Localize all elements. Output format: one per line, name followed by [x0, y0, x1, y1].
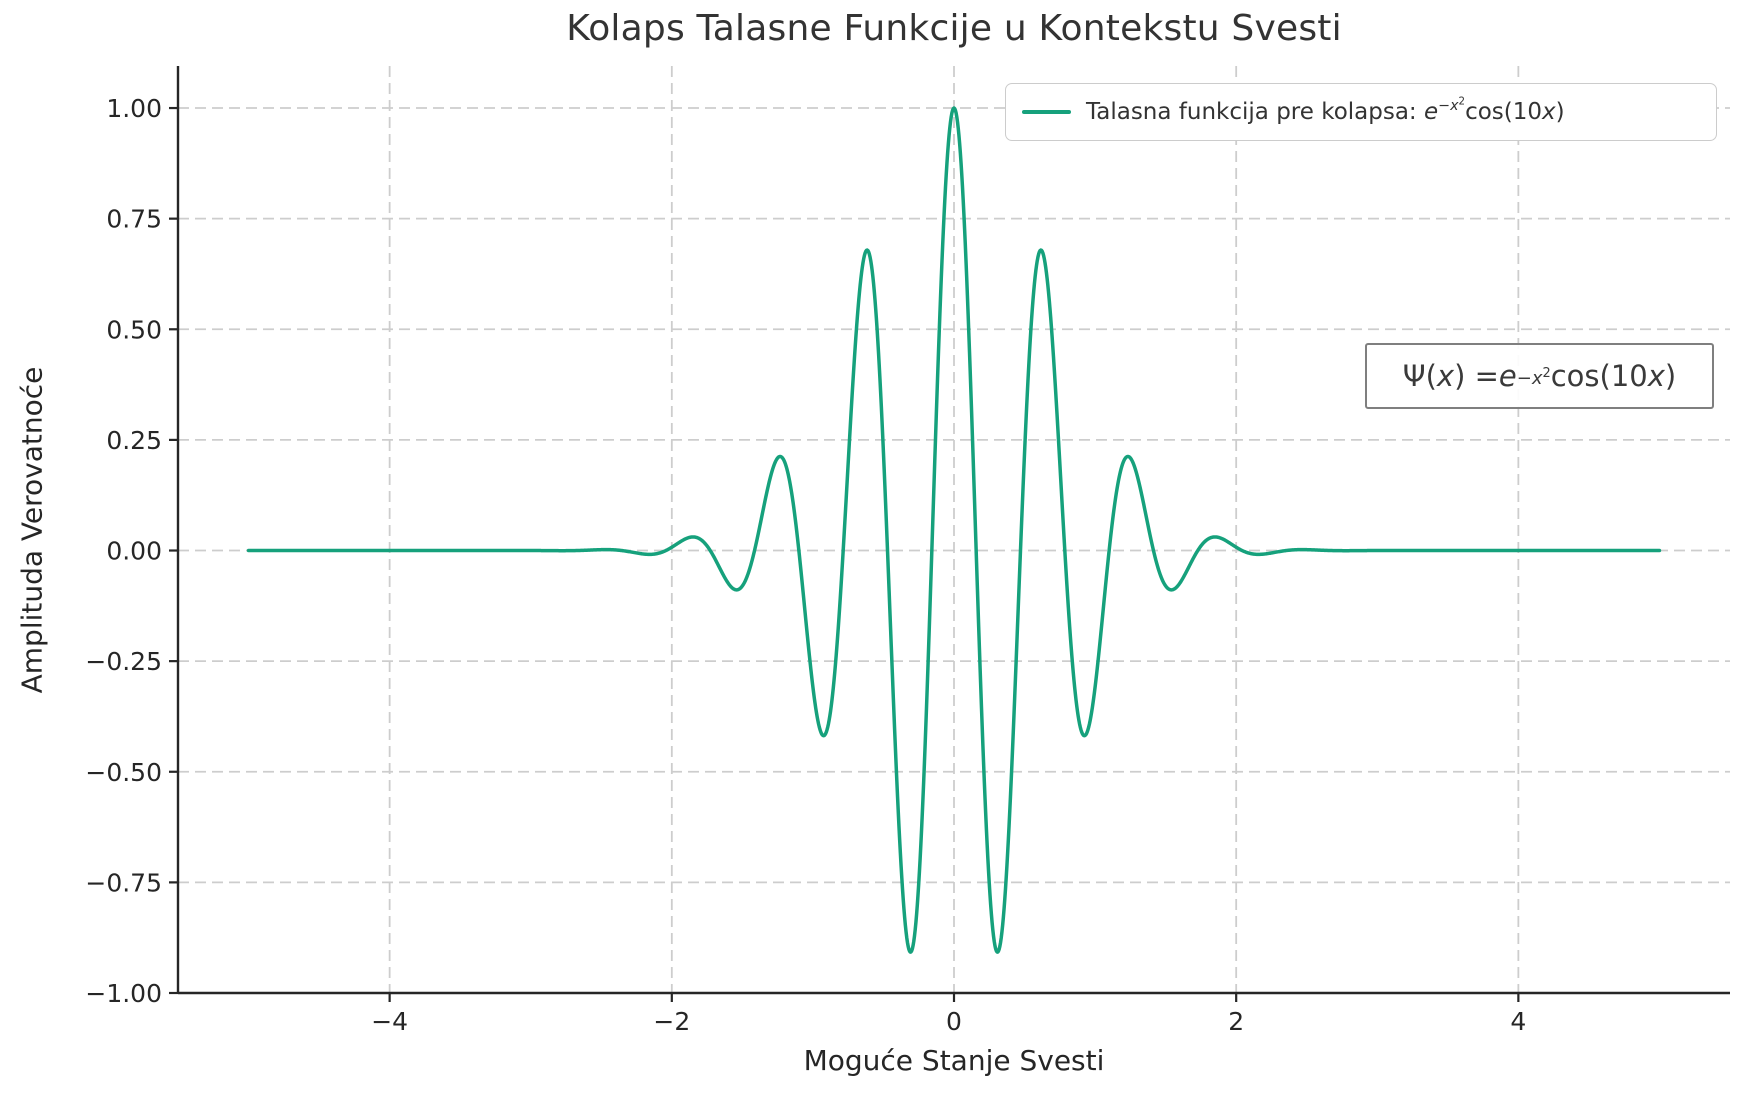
legend-line-swatch: [1022, 110, 1071, 114]
series-group: [246, 106, 1662, 954]
formula-exponent-power: 2: [1458, 95, 1466, 108]
wavefunction-curve: [246, 106, 1662, 954]
annotation-equals: ) =: [1454, 359, 1499, 393]
y-axis-label: Amplituda Verovatnoće: [15, 366, 49, 694]
x-tick-label: −2: [653, 1007, 690, 1036]
formula-close: ): [1555, 99, 1565, 125]
y-tick-label: −0.75: [85, 868, 162, 897]
annotation-psi: Ψ(: [1402, 359, 1437, 393]
tick-labels: −4 −2 0 2 4 −1.00 −0.75 −0.50 −0.25 0.00 0.25 0.50 0…: [85, 94, 1526, 1036]
legend: Talasna funkcija pre kolapsa: e−x2cos(10…: [1005, 83, 1717, 141]
formula-close: ): [1664, 359, 1677, 393]
x-tick-label: 2: [1228, 1007, 1244, 1036]
y-tick-label: 1.00: [106, 94, 162, 123]
formula-base: e: [1424, 99, 1439, 125]
x-axis-label: Moguće Stanje Svesti: [803, 1044, 1105, 1077]
chart-title: Kolaps Talasne Funkcije u Kontekstu Sves…: [566, 8, 1342, 49]
y-tick-label: −0.25: [85, 647, 162, 676]
formula-exponent: −x: [1438, 98, 1459, 115]
formula-annotation: Ψ(x) = e −x2 cos(10 x): [1365, 343, 1714, 409]
formula-exponent-power: 2: [1542, 365, 1551, 381]
formula-variable: x: [1542, 99, 1556, 125]
formula-cos: cos(10: [1465, 99, 1543, 125]
formula-variable: x: [1647, 359, 1665, 393]
tick-marks: [169, 106, 1520, 1002]
formula-exponent: −x: [1516, 367, 1543, 389]
legend-prefix: Talasna funkcija pre kolapsa:: [1086, 99, 1424, 125]
x-tick-label: 0: [946, 1007, 962, 1036]
gridlines: [178, 66, 1730, 994]
y-tick-label: −0.50: [85, 758, 162, 787]
annotation-variable: x: [1436, 359, 1455, 393]
y-tick-label: −1.00: [85, 979, 162, 1008]
y-tick-label: 0.50: [106, 315, 162, 344]
y-tick-label: 0.25: [106, 426, 162, 455]
y-tick-label: 0.00: [106, 537, 162, 566]
legend-label: Talasna funkcija pre kolapsa: e−x2cos(10…: [1086, 95, 1565, 125]
formula-cos: cos(10: [1550, 359, 1648, 393]
x-tick-label: 4: [1510, 1007, 1526, 1036]
x-tick-label: −4: [371, 1007, 408, 1036]
y-tick-label: 0.75: [106, 205, 162, 234]
formula-base: e: [1498, 359, 1517, 393]
